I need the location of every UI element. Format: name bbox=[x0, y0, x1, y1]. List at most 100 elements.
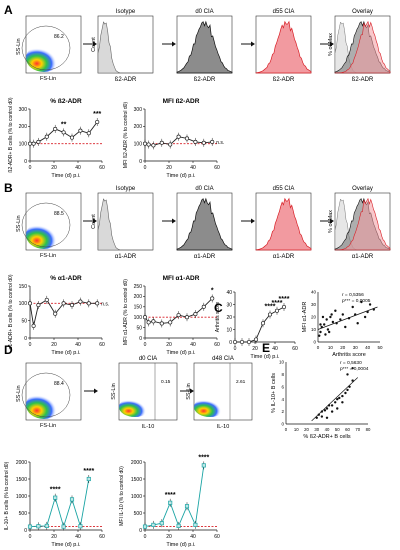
significance-label: n.s. bbox=[101, 301, 109, 307]
histogram-x-label: α1-ADR bbox=[352, 254, 374, 260]
fit-line bbox=[317, 306, 378, 330]
x-tick-label: 60 bbox=[345, 427, 350, 432]
x-axis-label: Arthritis score bbox=[332, 352, 366, 358]
x-tick-label: 20 bbox=[51, 342, 57, 348]
data-point bbox=[210, 139, 215, 144]
stat-label: r = 0,5356 bbox=[342, 292, 364, 298]
data-point bbox=[323, 323, 326, 326]
x-tick-label: 60 bbox=[292, 346, 298, 352]
overlay-d55 bbox=[334, 20, 391, 74]
data-point bbox=[86, 301, 91, 306]
data-point bbox=[61, 524, 66, 529]
histogram-title: d0 CIA bbox=[195, 186, 213, 192]
data-point bbox=[61, 130, 66, 135]
histogram-title: Isotype bbox=[116, 9, 136, 15]
d55-histogram bbox=[255, 20, 312, 74]
data-point bbox=[95, 301, 100, 306]
gate-value: 0.15 bbox=[161, 379, 171, 385]
data-point bbox=[142, 315, 148, 320]
arrow-head bbox=[330, 218, 334, 224]
y-tick-label: 0 bbox=[24, 159, 27, 165]
y-axis-label: SS-Lin bbox=[16, 385, 22, 402]
x-tick-label: 60 bbox=[214, 534, 220, 540]
y-tick-label: 40 bbox=[226, 290, 232, 296]
y-axis-label: α1-ADR+ B cells (% to control d0) bbox=[8, 274, 14, 349]
dot-cloud bbox=[119, 397, 151, 417]
data-point bbox=[324, 333, 327, 336]
y-axis-label: MFI α1-ADR (% to control d0) bbox=[123, 279, 129, 345]
significance-label: ** bbox=[61, 121, 67, 128]
significance-label: *** bbox=[93, 111, 101, 118]
y-tick-label: 0 bbox=[24, 336, 27, 342]
x-tick-label: 20 bbox=[304, 427, 309, 432]
histogram-d55: d55 CIA ß2-ADR bbox=[255, 9, 312, 83]
data-point bbox=[168, 320, 173, 325]
data-point bbox=[239, 339, 245, 345]
panel-letter-c: C bbox=[214, 301, 223, 315]
x-axis-label: Time (d) p.i. bbox=[51, 542, 81, 548]
series-line bbox=[144, 136, 213, 146]
significance-label: **** bbox=[279, 296, 290, 303]
y-tick-label: 10 bbox=[279, 360, 285, 365]
y-axis-label: MFI IL-10 (% to control d0) bbox=[119, 466, 125, 526]
data-point bbox=[325, 407, 329, 410]
y-tick-label: 6 bbox=[281, 384, 284, 389]
data-point bbox=[44, 297, 49, 302]
data-point bbox=[201, 140, 206, 145]
x-tick-label: 40 bbox=[365, 345, 371, 350]
arrow-head bbox=[172, 218, 176, 224]
data-point bbox=[69, 135, 75, 140]
x-tick-label: 60 bbox=[214, 342, 220, 348]
panel-letter-b: B bbox=[4, 181, 13, 195]
x-tick-label: 20 bbox=[51, 534, 57, 540]
y-tick-label: 2 bbox=[281, 409, 284, 414]
data-point bbox=[246, 339, 252, 345]
dot-cloud bbox=[194, 397, 226, 417]
data-point bbox=[253, 337, 259, 342]
data-point bbox=[31, 323, 36, 328]
data-point bbox=[53, 495, 58, 500]
x-tick-label: 40 bbox=[75, 165, 81, 171]
data-point bbox=[69, 303, 75, 308]
data-point bbox=[44, 523, 49, 528]
data-point bbox=[341, 401, 344, 404]
chart-title: MFI ß2-ADR bbox=[163, 98, 200, 105]
data-point bbox=[78, 128, 83, 133]
data-point bbox=[319, 323, 322, 326]
panel-d-flow-dot: 88.4 FS-Lin SS-Lin bbox=[16, 362, 82, 429]
significance-label: **** bbox=[83, 468, 94, 475]
data-point bbox=[341, 313, 344, 316]
x-tick-label: 20 bbox=[252, 346, 258, 352]
chart-title: % α1-ADR bbox=[50, 275, 82, 282]
data-point bbox=[168, 142, 173, 147]
x-tick-label: 0 bbox=[144, 342, 147, 348]
y-tick-label: 0 bbox=[139, 528, 142, 534]
x-tick-label: 20 bbox=[340, 345, 346, 350]
data-point bbox=[331, 320, 335, 324]
data-point bbox=[146, 142, 151, 147]
data-point bbox=[27, 301, 33, 306]
y-tick-label: 40 bbox=[311, 290, 317, 295]
data-point bbox=[338, 396, 341, 400]
x-tick-label: 0 bbox=[29, 165, 32, 171]
data-point bbox=[329, 315, 332, 319]
line-chart: 0 500 1000 1500 2000 0 20 40 60 Time (d) p.i. MFI … bbox=[119, 454, 220, 548]
data-point bbox=[346, 388, 349, 392]
fit-line bbox=[311, 377, 358, 422]
x-axis-label: Time (d) p.i. bbox=[250, 354, 280, 360]
data-point bbox=[281, 304, 287, 310]
x-tick-label: 40 bbox=[190, 534, 196, 540]
y-tick-label: 0 bbox=[229, 340, 232, 346]
isotype-histogram bbox=[97, 21, 153, 74]
stat-label: p*** = 0,0004 bbox=[340, 366, 369, 372]
x-tick-label: 0 bbox=[144, 534, 147, 540]
y-tick-label: 300 bbox=[19, 107, 28, 113]
histogram-d55: d55 CIA α1-ADR bbox=[255, 186, 312, 260]
x-tick-label: 30 bbox=[353, 345, 359, 350]
x-axis-label: Time (d) p.i. bbox=[51, 173, 81, 179]
data-point bbox=[346, 373, 349, 376]
